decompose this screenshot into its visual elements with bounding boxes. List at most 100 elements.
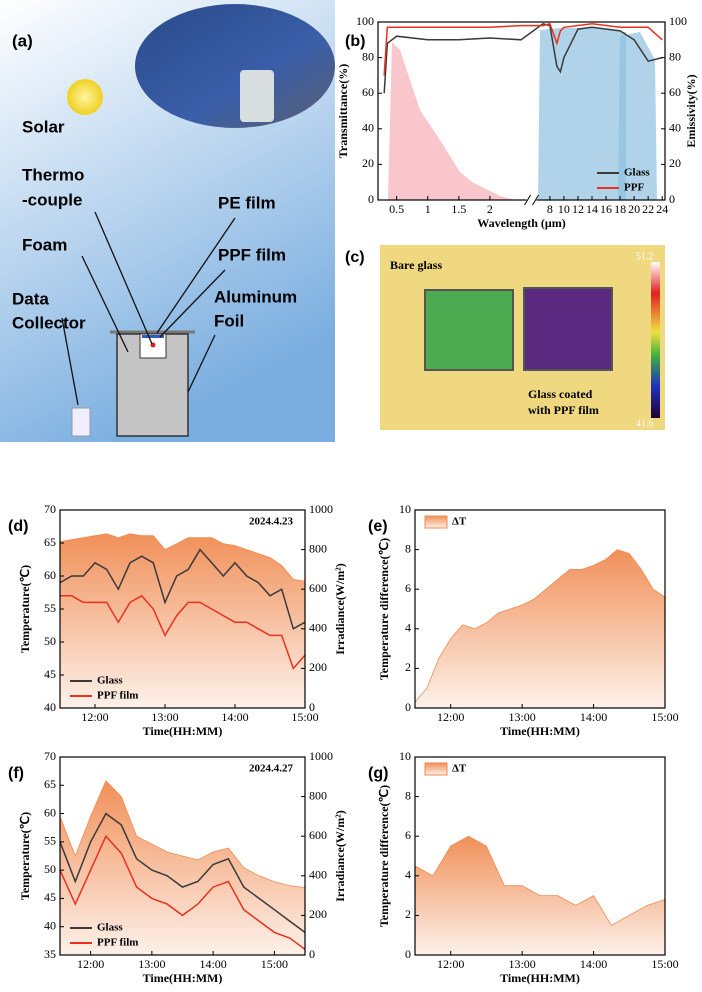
y-axis-label: Temperature(℃) [18,565,32,653]
y2-tick-label: 600 [309,581,327,595]
x-tick-label: 13:00 [508,710,535,724]
x-tick-label: 14:00 [580,710,607,724]
axis-break-gap [526,196,537,204]
y2-tick-label: 60 [669,85,681,99]
panel-label: (b) [345,33,365,50]
y2-tick-label: 800 [309,541,327,555]
y-tick-label: 6 [405,828,411,842]
y-tick-label: 10 [399,749,411,763]
x-tick-label: 13:00 [138,957,165,971]
legend-label: Glass [97,922,123,934]
y-tick-label: 8 [405,541,411,555]
solar-spectrum [388,42,515,200]
diagram-label: -couple [22,190,82,209]
x-tick-label: 12 [572,202,584,216]
x-tick-label: 24 [656,202,668,216]
x-tick-label: 13:00 [508,957,535,971]
plot-frame [414,509,666,709]
panel-label: (g) [368,765,388,782]
y-tick-label: 8 [405,788,411,802]
y-tick-label: 60 [44,568,56,582]
x-tick-label: 14:00 [221,710,248,724]
legend-label: PPF film [97,690,138,702]
y2-tick-label: 80 [669,49,681,63]
legend-label: PPF film [97,937,138,949]
y-tick-label: 4 [405,868,411,882]
y-tick-label: 0 [405,947,411,961]
diagram-label: Data [12,289,49,308]
x-tick-label: 16 [600,202,612,216]
y-tick-label: 45 [44,890,56,904]
y2-tick-label: 400 [309,868,327,882]
x-axis-label: Time(HH:MM) [143,971,223,985]
x-tick-label: 18 [614,202,626,216]
y-axis-label: Transmittance(%) [336,64,350,158]
y2-tick-label: 0 [309,947,315,961]
line [59,812,306,934]
panel-label: (c) [345,249,365,266]
x-tick-label: 2 [487,202,493,216]
y-tick-label: 100 [356,14,374,28]
line [59,548,306,630]
y2-tick-label: 200 [309,907,327,921]
y2-tick-label: 0 [309,700,315,714]
y-tick-label: 2 [405,660,411,674]
legend-label: ΔT [452,763,467,775]
line [60,594,306,670]
y-tick-label: 55 [44,834,56,848]
plot-frame [377,21,666,201]
diagram-label: Collector [12,313,86,332]
y-tick-label: 40 [44,700,56,714]
y-tick-label: 55 [44,601,56,615]
leader-lines [61,211,236,406]
data-collector [71,407,91,437]
diagram-label: PPF film [218,245,286,264]
annotation: 2024.4.27 [249,763,294,775]
x-tick-label: 22 [642,202,654,216]
panel-label: (e) [368,518,388,535]
y-tick-label: 6 [405,581,411,595]
legend-label: Glass [97,675,123,687]
x-tick-label: 12:00 [77,957,104,971]
color-bar [651,262,660,418]
diagram-label: Aluminum [214,287,297,306]
diagram-label: Foil [214,311,244,330]
x-axis-label: Time(HH:MM) [500,971,580,985]
x-tick-label: 10 [558,202,570,216]
x-tick-label: 1 [425,202,431,216]
y-tick-label: 60 [44,805,56,819]
y2-tick-label: 200 [309,660,327,674]
y-axis-label: Temperature difference(℃) [377,785,391,927]
y2-axis-label: Irradiance(W/m²) [333,810,347,902]
x-tick-label: 15:00 [651,957,678,971]
x-tick-label: 12:00 [81,710,108,724]
area [414,549,666,709]
plot-frame [414,756,666,956]
photo [135,4,335,128]
y-tick-label: 80 [362,49,374,63]
annotation: 2024.4.23 [249,516,294,528]
y2-axis-label: Irradiance(W/m²) [333,563,347,655]
y-tick-label: 45 [44,667,56,681]
y2-tick-label: 1000 [309,502,333,516]
axis-break [524,194,539,206]
thermal-image [380,245,665,430]
y-tick-label: 65 [44,777,56,791]
image-label: Glass coated [528,387,593,401]
x-tick-label: 12:00 [437,710,464,724]
line [59,834,306,950]
legend-label: Glass [624,167,650,179]
line [383,22,663,76]
y2-tick-label: 800 [309,788,327,802]
y-tick-label: 65 [44,535,56,549]
y-tick-label: 2 [405,907,411,921]
x-tick-label: 12:00 [437,957,464,971]
scale-max: 51.2 [636,251,654,262]
x-axis-label: Time(HH:MM) [500,724,580,738]
panel-label: (f) [8,765,24,782]
y-tick-label: 0 [368,192,374,206]
diagram-label: Solar [22,117,65,136]
y-tick-label: 70 [44,749,56,763]
diagram-label: PE film [218,193,276,212]
legend-swatch [424,762,448,776]
